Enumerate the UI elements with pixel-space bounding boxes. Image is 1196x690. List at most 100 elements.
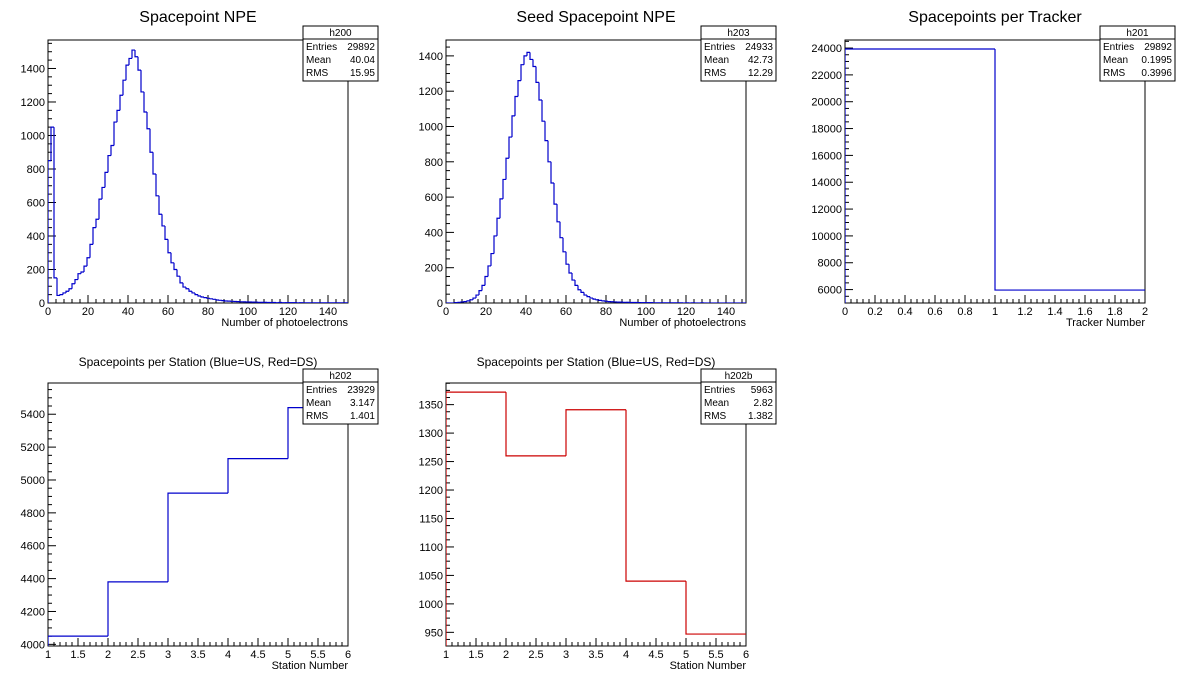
x-tick-label: 2.5 [528, 649, 543, 661]
histogram-bin [185, 287, 189, 290]
x-tick-label: 1.8 [1107, 306, 1122, 318]
x-tick-label: 40 [122, 306, 134, 318]
x-axis-label: Tracker Number [1066, 317, 1145, 329]
histogram-panel-h202: Spacepoints per Station (Blue=US, Red=DS… [21, 355, 379, 672]
histogram-panel-h201: Spacepoints per Tracker 0 0.2 0.4 0.6 0.8 1 1.2… [811, 9, 1176, 329]
histogram-bin [77, 273, 81, 280]
y-tick-label: 5200 [21, 442, 45, 454]
histogram-bin [589, 296, 593, 299]
plot-frame [445, 39, 747, 304]
x-tick-label: 60 [560, 306, 572, 318]
x-tick-label: 4 [225, 649, 231, 661]
histogram-bin [505, 392, 566, 457]
x-tick-label: 100 [239, 306, 257, 318]
histogram-bin [146, 112, 150, 130]
histogram-bin [48, 635, 108, 646]
histogram-bin [113, 121, 117, 146]
x-tick-label: 3.5 [588, 649, 603, 661]
stats-name: h202b [725, 371, 753, 382]
x-tick-label: 1.6 [1077, 306, 1092, 318]
x-tick-label: 0.2 [867, 306, 882, 318]
x-tick-label: 2 [503, 649, 509, 661]
x-tick-label: 1.4 [1047, 306, 1062, 318]
y-tick-label: 200 [425, 263, 443, 275]
histogram-bin [179, 276, 183, 284]
histogram-bin [475, 294, 479, 299]
stats-box: h203 Entries 24933 Mean 42.73 RMS 12.29 [700, 25, 777, 82]
histogram-bin [571, 272, 575, 281]
y-tick-label: 5400 [21, 409, 45, 421]
x-tick-label: 80 [202, 306, 214, 318]
stats-value: 12.29 [748, 68, 773, 79]
stats-name: h201 [1126, 28, 1149, 39]
x-tick-label: 0.8 [957, 306, 972, 318]
histogram-bin [71, 283, 75, 289]
histogram-bin [499, 198, 503, 219]
histogram-bin [538, 82, 542, 101]
stats-value: 1.382 [748, 411, 773, 422]
y-tick-label: 1150 [419, 513, 443, 525]
histogram-bin [125, 64, 129, 81]
histogram-bin [574, 280, 578, 286]
x-tick-label: 1 [443, 649, 449, 661]
histogram-bin [559, 221, 563, 239]
x-tick-label: 120 [279, 306, 297, 318]
histogram-bin [48, 160, 51, 303]
histogram-bin [92, 227, 96, 245]
histogram-bin [203, 296, 207, 299]
histogram-bin [110, 144, 114, 156]
histogram-bin [568, 264, 572, 274]
y-tick-label: 1050 [419, 570, 443, 582]
histogram-bin [478, 290, 482, 296]
x-tick-label: 1 [992, 306, 998, 318]
x-tick-label: 20 [480, 306, 492, 318]
histogram-bin [553, 182, 557, 205]
stats-label: Mean [704, 55, 729, 66]
histogram-bin [547, 140, 551, 163]
histogram-bin [496, 217, 500, 236]
stats-label: Entries [704, 385, 735, 396]
x-tick-label: 6 [743, 649, 749, 661]
histogram-series [845, 48, 1145, 303]
histogram-bin [994, 49, 1145, 291]
stats-value: 40.04 [350, 55, 375, 66]
histogram-bin [502, 178, 506, 199]
histogram-bin [119, 94, 123, 111]
x-tick-label: 80 [600, 306, 612, 318]
stats-value: 29892 [1144, 42, 1172, 53]
histogram-bin [845, 48, 995, 303]
stats-label: RMS [704, 411, 727, 422]
histogram-bin [182, 282, 186, 288]
stats-value: 42.73 [748, 55, 773, 66]
y-tick-label: 1250 [419, 457, 443, 469]
y-tick-label: 600 [27, 197, 45, 209]
y-tick-label: 800 [425, 157, 443, 169]
stats-value: 15.95 [350, 68, 375, 79]
histogram-bin [520, 64, 524, 81]
histogram-bin [529, 52, 533, 61]
histogram-bin [191, 291, 195, 294]
x-tick-label: 1.5 [70, 649, 85, 661]
histogram-bin [50, 126, 54, 161]
histogram-bin [176, 269, 180, 277]
histogram-bin [65, 290, 69, 293]
histogram-bin [583, 292, 587, 296]
y-tick-label: 1200 [419, 86, 443, 98]
x-tick-label: 1.2 [1017, 306, 1032, 318]
histogram-bin [89, 243, 93, 258]
histogram-bin [526, 51, 530, 56]
histogram-bin [472, 297, 476, 300]
x-tick-label: 5.5 [708, 649, 723, 661]
histogram-bin [532, 59, 536, 68]
y-tick-label: 22000 [811, 70, 842, 82]
x-tick-label: 60 [162, 306, 174, 318]
histogram-bin [592, 298, 596, 300]
y-tick-label: 0 [437, 298, 443, 310]
y-tick-label: 1400 [419, 51, 443, 63]
y-tick-label: 1000 [419, 599, 443, 611]
y-tick-label: 4200 [21, 606, 45, 618]
stats-value: 0.1995 [1141, 55, 1172, 66]
y-tick-label: 8000 [818, 258, 842, 270]
histogram-bin [577, 285, 581, 291]
y-tick-label: 1100 [419, 542, 443, 554]
